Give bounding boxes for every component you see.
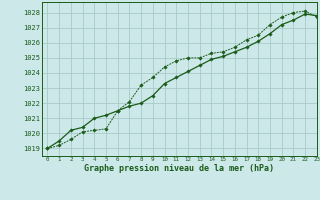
X-axis label: Graphe pression niveau de la mer (hPa): Graphe pression niveau de la mer (hPa) <box>84 164 274 173</box>
